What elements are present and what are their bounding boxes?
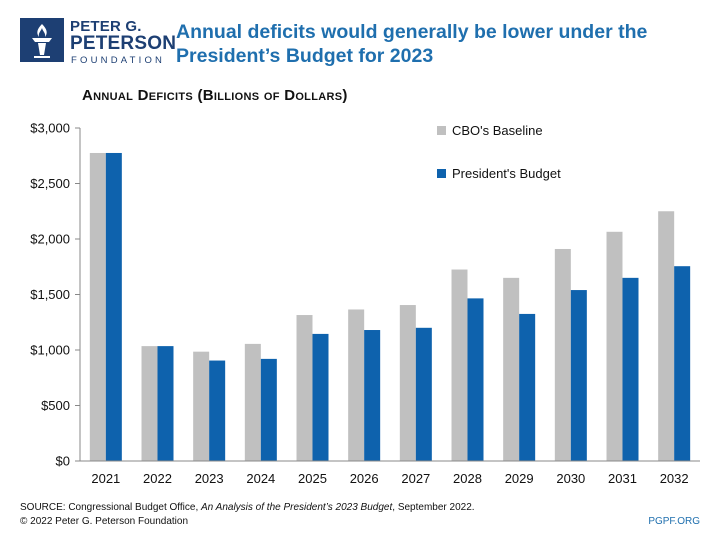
bar-budget [622,277,639,461]
bar-baseline [296,315,313,461]
bar-budget [364,330,381,461]
source-prefix: SOURCE: Congressional Budget Office, [20,502,202,513]
x-tick-label: 2029 [505,471,534,486]
x-tick-label: 2027 [401,471,430,486]
bar-baseline [89,152,106,461]
bar-budget [209,360,226,461]
bar-budget [157,346,174,461]
chart-title: Annual deficits would generally be lower… [176,20,706,68]
bar-budget [312,333,329,461]
x-tick-label: 2032 [660,471,689,486]
y-tick-label: $1,000 [30,343,70,358]
chart-subtitle: Annual Deficits (Billions of Dollars) [82,87,348,104]
chart-title-line2: President’s Budget for 2023 [176,45,434,67]
bar-budget [674,266,691,461]
x-tick-label: 2022 [143,471,172,486]
bar-baseline [193,351,210,461]
y-tick-label: $1,500 [30,287,70,302]
source-title: An Analysis of the President’s 2023 Budg… [201,502,393,513]
y-tick-label: $2,000 [30,232,70,247]
bar-baseline [348,309,365,461]
x-tick-label: 2031 [608,471,637,486]
copyright-text: © 2022 Peter G. Peterson Foundation [20,516,189,527]
bar-baseline [658,211,675,461]
x-tick-label: 2028 [453,471,482,486]
x-tick-label: 2023 [195,471,224,486]
logo-text-line2: PETERSON [70,33,177,54]
x-tick-label: 2030 [556,471,585,486]
x-tick-label: 2025 [298,471,327,486]
logo-text-line1: PETER G. [70,18,142,35]
bar-baseline [554,248,571,461]
y-tick-label: $2,500 [30,176,70,191]
legend-swatch [437,126,446,135]
y-tick-label: $3,000 [30,121,70,136]
source-note: SOURCE: Congressional Budget Office, An … [20,502,475,513]
source-suffix: , September 2022. [392,502,475,513]
bar-baseline [451,269,468,461]
bar-budget [467,298,484,461]
bar-baseline [399,305,416,461]
y-tick-label: $0 [56,454,70,469]
chart-title-line1: Annual deficits would generally be lower… [176,21,648,43]
bar-baseline [606,231,623,461]
x-tick-label: 2021 [91,471,120,486]
legend-label: CBO's Baseline [452,123,543,138]
x-tick-label: 2024 [246,471,275,486]
x-tick-label: 2026 [350,471,379,486]
bar-budget [519,313,536,461]
bar-baseline [141,346,158,461]
legend-label: President's Budget [452,166,561,181]
bar-budget [415,327,432,461]
website-link[interactable]: PGPF.ORG [648,516,700,527]
bar-budget [105,152,122,461]
y-tick-label: $500 [41,398,70,413]
torch-logo-icon [20,18,64,62]
bar-baseline [244,343,261,461]
legend-swatch [437,169,446,178]
logo-text-line3: FOUNDATION [71,55,166,66]
bar-baseline [503,277,520,461]
logo: PETER G. PETERSON FOUNDATION [20,18,176,68]
bar-budget [570,290,587,461]
bar-budget [260,358,277,461]
